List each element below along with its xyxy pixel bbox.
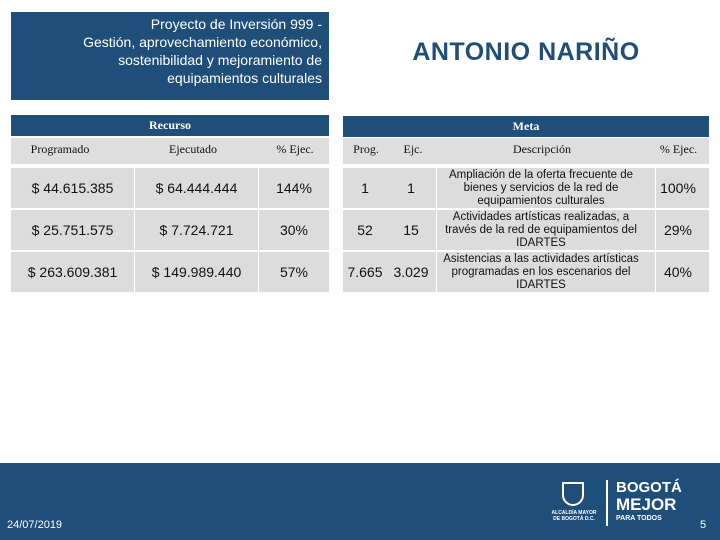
page-number: 5	[700, 519, 707, 531]
column-divider	[436, 168, 437, 292]
cell-prog: 1	[361, 180, 369, 196]
column-divider	[134, 168, 135, 292]
cell-descripcion: Asistencias a las actividades artísticas…	[443, 252, 639, 291]
table-row: 52 15 Actividades artísticas realizadas,…	[343, 210, 709, 250]
cell-ejecutado: $ 64.444.444	[155, 180, 238, 196]
cell-ejc: 1	[407, 180, 415, 196]
table-row: $ 44.615.385 $ 64.444.444 144%	[11, 168, 329, 208]
meta-band: Meta	[343, 116, 709, 137]
project-title-line: Proyecto de Inversión 999 -	[150, 16, 322, 32]
project-title-line: sostenibilidad y mejoramiento de	[118, 52, 322, 68]
shield-icon	[562, 482, 584, 506]
cell-programado: $ 25.751.575	[31, 222, 114, 238]
column-divider	[655, 168, 656, 292]
project-title-line: Gestión, aprovechamiento económico,	[83, 34, 322, 50]
table-row: $ 263.609.381 $ 149.989.440 57%	[11, 252, 329, 292]
bogota-logo: ALCALDÍA MAYOR DE BOGOTÁ D.C. BOGOTÁ MEJ…	[548, 478, 688, 530]
header-ejc: Ejc.	[403, 142, 423, 156]
cell-pct: 40%	[663, 264, 693, 280]
column-divider	[258, 168, 259, 292]
cell-ejecutado: $ 7.724.721	[159, 222, 234, 238]
header-pct-ejec: % Ejec.	[659, 142, 698, 156]
header-descripcion: Descripción	[513, 142, 571, 156]
table-row: $ 25.751.575 $ 7.724.721 30%	[11, 210, 329, 250]
logo-line2: MEJOR	[616, 495, 677, 514]
cell-ejecutado: $ 149.989.440	[151, 264, 242, 280]
cell-descripcion: Ampliación de la oferta frecuente de bie…	[448, 168, 634, 207]
crest-icon: ALCALDÍA MAYOR DE BOGOTÁ D.C.	[548, 478, 600, 528]
table-row: 1 1 Ampliación de la oferta frecuente de…	[343, 168, 709, 208]
recurso-header-row: Programado Ejecutado % Ejec.	[11, 138, 329, 164]
project-title-line: equipamientos culturales	[167, 70, 322, 86]
cell-prog: 52	[357, 222, 373, 238]
locality-title: ANTONIO NARIÑO	[412, 38, 640, 66]
footer-date: 24/07/2019	[7, 519, 63, 531]
header-pct-ejec: % Ejec.	[276, 142, 314, 156]
cell-pct: 100%	[660, 180, 696, 196]
header-ejecutado: Ejecutado	[169, 142, 217, 156]
cell-programado: $ 44.615.385	[31, 180, 114, 196]
cell-pct: 57%	[279, 264, 309, 280]
header-programado: Programado	[30, 142, 90, 156]
logo-wordmark: BOGOTÁ MEJOR PARA TODOS	[616, 480, 682, 523]
cell-pct: 144%	[276, 180, 312, 196]
meta-header-row: Prog. Ejc. Descripción % Ejec.	[343, 138, 709, 164]
cell-pct: 30%	[279, 222, 309, 238]
logo-line3: PARA TODOS	[616, 515, 662, 522]
cell-ejc: 15	[403, 222, 419, 238]
cell-prog: 7.665	[347, 264, 383, 280]
cell-programado: $ 263.609.381	[27, 264, 118, 280]
crest-text: ALCALDÍA MAYOR DE BOGOTÁ D.C.	[551, 510, 597, 522]
cell-ejc: 3.029	[393, 264, 429, 280]
logo-divider	[606, 480, 608, 526]
table-row: 7.665 3.029 Asistencias a las actividade…	[343, 252, 709, 292]
cell-descripcion: Actividades artísticas realizadas, a tra…	[445, 210, 637, 249]
logo-line1: BOGOTÁ	[616, 479, 682, 496]
footer-bar	[0, 463, 720, 540]
cell-pct: 29%	[663, 222, 693, 238]
header-prog: Prog.	[353, 142, 379, 156]
recurso-band: Recurso	[11, 115, 329, 136]
project-title-box: Proyecto de Inversión 999 - Gestión, apr…	[11, 12, 329, 100]
